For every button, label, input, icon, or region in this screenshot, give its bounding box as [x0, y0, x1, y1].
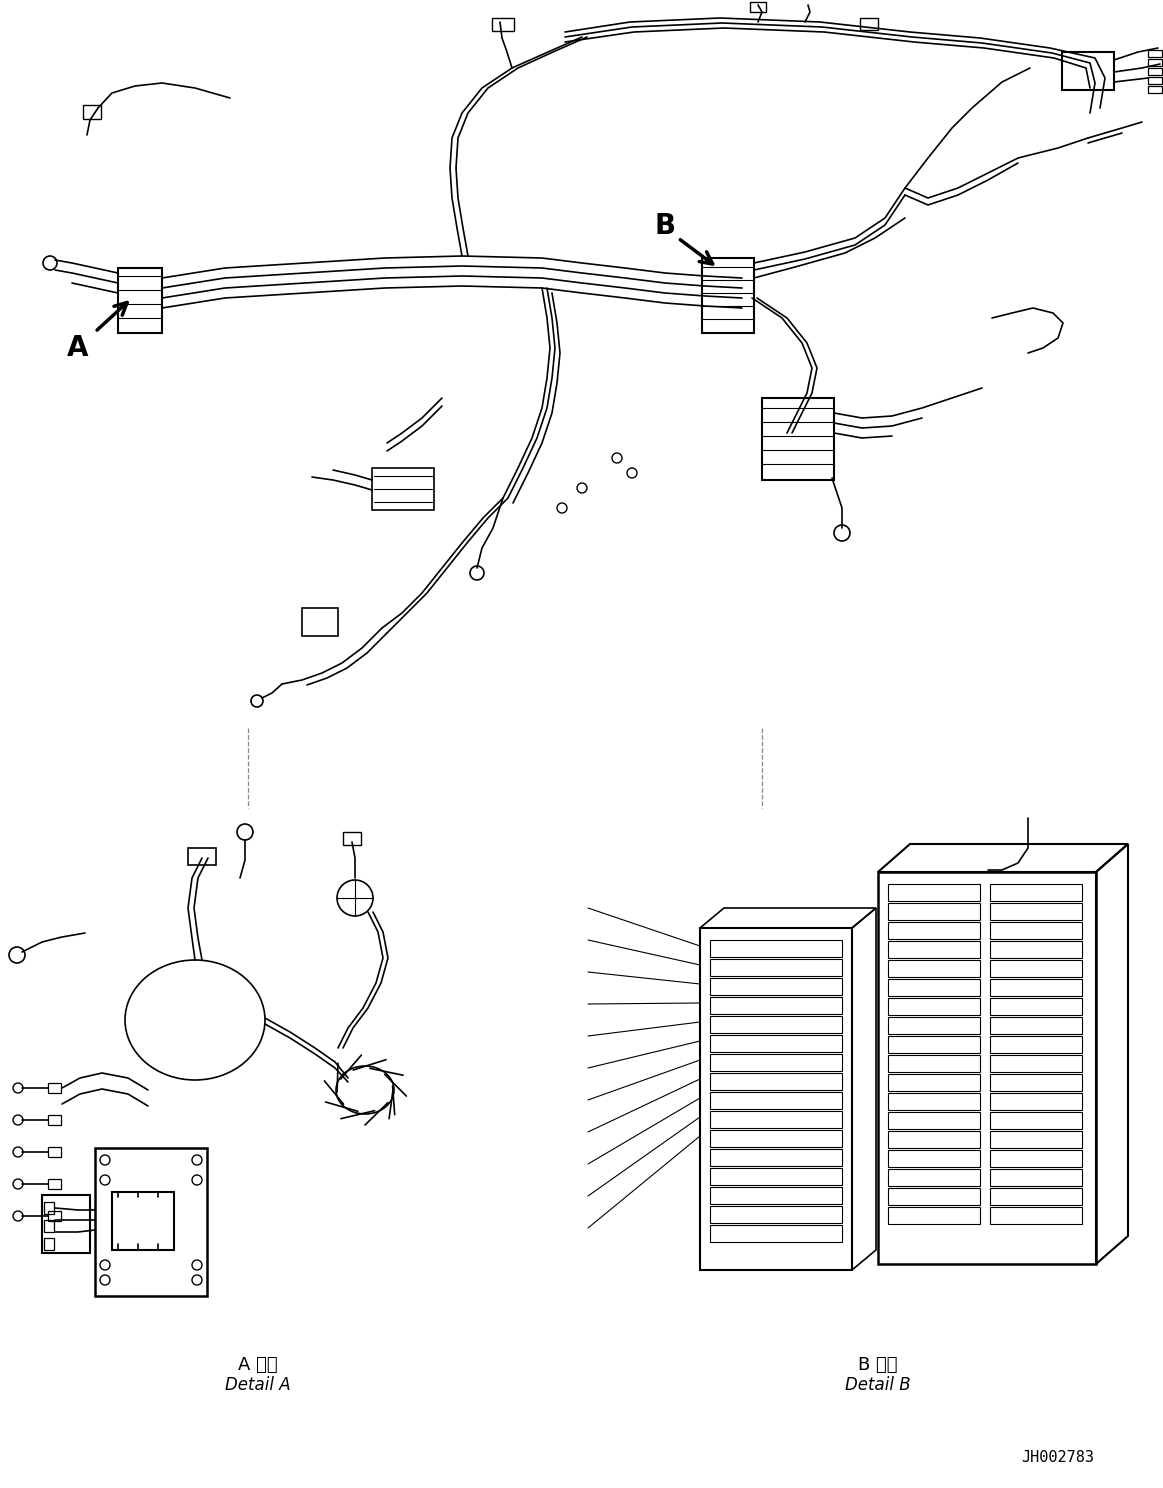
- Bar: [990, 979, 1082, 995]
- Bar: [709, 1149, 842, 1167]
- Text: Detail A: Detail A: [226, 1376, 291, 1394]
- Bar: [709, 958, 842, 976]
- Bar: [889, 1170, 980, 1186]
- Bar: [990, 1094, 1082, 1110]
- Text: JH002783: JH002783: [1021, 1451, 1094, 1466]
- Bar: [990, 1016, 1082, 1034]
- Bar: [990, 1074, 1082, 1091]
- Bar: [709, 978, 842, 995]
- Bar: [1148, 51, 1162, 57]
- Bar: [48, 1211, 60, 1222]
- Bar: [95, 1149, 207, 1296]
- Bar: [709, 1168, 842, 1184]
- Bar: [990, 1036, 1082, 1054]
- Bar: [889, 884, 980, 902]
- Bar: [709, 1225, 842, 1242]
- Bar: [889, 1016, 980, 1034]
- Text: B 詳細: B 詳細: [858, 1356, 898, 1373]
- Bar: [1148, 68, 1162, 74]
- Bar: [343, 832, 361, 845]
- Bar: [112, 1192, 174, 1250]
- Bar: [889, 1112, 980, 1129]
- Bar: [48, 1083, 60, 1094]
- Bar: [492, 18, 514, 31]
- Bar: [889, 1187, 980, 1205]
- Bar: [990, 1131, 1082, 1149]
- Bar: [302, 609, 338, 635]
- Bar: [762, 397, 834, 481]
- Bar: [889, 998, 980, 1015]
- Bar: [990, 1207, 1082, 1225]
- Bar: [1062, 52, 1114, 89]
- Bar: [889, 1074, 980, 1091]
- Bar: [889, 903, 980, 920]
- Bar: [709, 1112, 842, 1128]
- Bar: [709, 1129, 842, 1147]
- Bar: [889, 1131, 980, 1149]
- Bar: [889, 960, 980, 978]
- Bar: [889, 979, 980, 995]
- Bar: [990, 940, 1082, 958]
- Text: A 詳細: A 詳細: [238, 1356, 278, 1373]
- Bar: [1148, 77, 1162, 83]
- Bar: [700, 929, 852, 1269]
- Bar: [83, 106, 101, 119]
- Bar: [48, 1115, 60, 1125]
- Bar: [990, 1112, 1082, 1129]
- Bar: [709, 1073, 842, 1091]
- Bar: [889, 1094, 980, 1110]
- Bar: [709, 940, 842, 957]
- Bar: [990, 960, 1082, 978]
- Bar: [709, 1016, 842, 1033]
- Text: Detail B: Detail B: [846, 1376, 911, 1394]
- Bar: [709, 1205, 842, 1223]
- Bar: [702, 257, 754, 333]
- Text: A: A: [67, 333, 88, 362]
- Bar: [709, 1092, 842, 1109]
- Bar: [990, 884, 1082, 902]
- Bar: [889, 1055, 980, 1071]
- Bar: [117, 268, 162, 333]
- Bar: [990, 1150, 1082, 1167]
- Bar: [889, 940, 980, 958]
- Bar: [372, 469, 434, 510]
- Bar: [44, 1220, 53, 1232]
- Bar: [990, 1170, 1082, 1186]
- Bar: [1148, 86, 1162, 92]
- Bar: [44, 1238, 53, 1250]
- Bar: [990, 923, 1082, 939]
- Bar: [990, 903, 1082, 920]
- Bar: [709, 1054, 842, 1071]
- Bar: [709, 1187, 842, 1204]
- Bar: [889, 1036, 980, 1054]
- Bar: [859, 18, 878, 30]
- Bar: [990, 1187, 1082, 1205]
- Bar: [709, 997, 842, 1013]
- Bar: [42, 1195, 90, 1253]
- Text: B: B: [655, 211, 676, 240]
- Bar: [48, 1147, 60, 1158]
- Bar: [990, 1055, 1082, 1071]
- Bar: [44, 1202, 53, 1214]
- Bar: [188, 848, 216, 865]
- Bar: [889, 1150, 980, 1167]
- Bar: [750, 1, 766, 12]
- Bar: [878, 872, 1096, 1263]
- Bar: [1148, 60, 1162, 65]
- Bar: [48, 1178, 60, 1189]
- Bar: [889, 923, 980, 939]
- Bar: [889, 1207, 980, 1225]
- Bar: [990, 998, 1082, 1015]
- Bar: [709, 1036, 842, 1052]
